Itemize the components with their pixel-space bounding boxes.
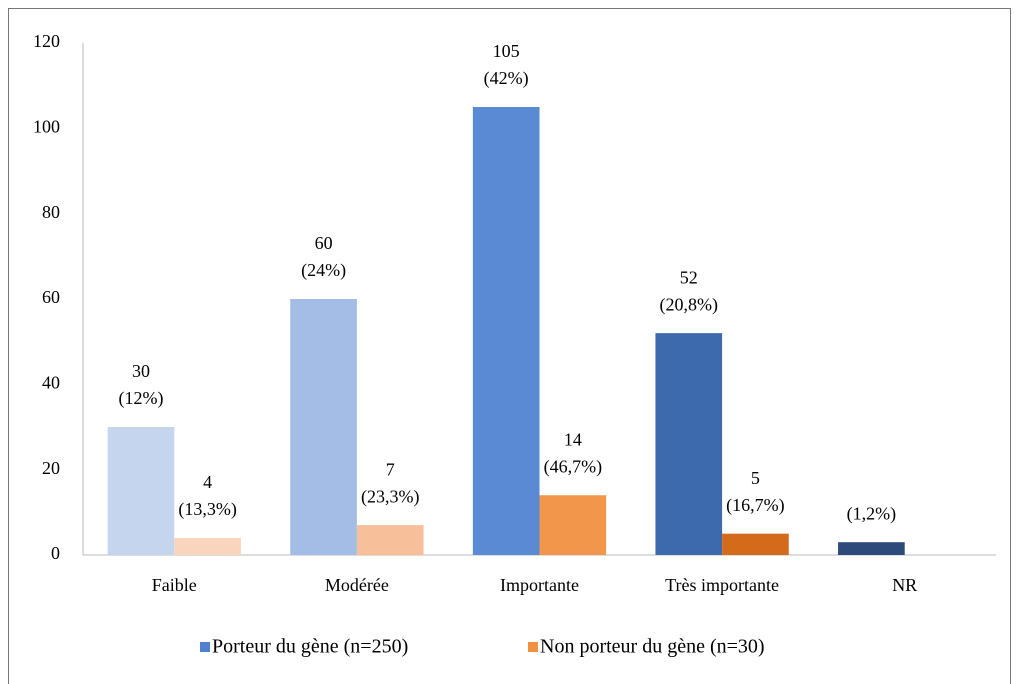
x-tick-label: Très importante: [665, 575, 779, 595]
frame: [8, 8, 1011, 684]
bar: [356, 525, 424, 555]
bar: [539, 495, 607, 555]
y-tick-label: 40: [42, 372, 60, 392]
percent-label: (23,3%): [361, 486, 419, 507]
bar: [838, 542, 905, 555]
bar: [174, 537, 241, 555]
x-tick-label: Importante: [500, 575, 579, 595]
bar: [722, 533, 789, 555]
value-label: 60: [315, 233, 333, 253]
percent-label: (1,2%): [847, 503, 896, 524]
legend-swatch: [528, 642, 538, 652]
x-tick-label: NR: [892, 575, 917, 595]
bar: [290, 299, 357, 555]
value-label: 30: [132, 361, 150, 381]
percent-label: (12%): [118, 388, 163, 409]
value-label: 5: [751, 468, 760, 488]
legend-label: Non porteur du gène (n=30): [540, 636, 765, 658]
value-label: 52: [680, 267, 698, 287]
percent-label: (42%): [484, 68, 529, 89]
percent-label: (24%): [301, 260, 346, 281]
bar: [107, 427, 175, 555]
y-tick-label: 20: [42, 458, 60, 478]
y-tick-label: 100: [33, 116, 60, 136]
x-tick-label: Faible: [152, 575, 197, 595]
bar: [472, 107, 540, 555]
percent-label: (46,7%): [544, 456, 602, 477]
percent-label: (13,3%): [178, 499, 236, 520]
legend-label: Porteur du gène (n=250): [212, 636, 408, 658]
legend-swatch: [200, 642, 210, 652]
value-label: 7: [386, 459, 395, 479]
x-tick-label: Modérée: [325, 575, 389, 595]
value-label: 105: [493, 41, 520, 61]
value-label: 14: [564, 429, 582, 449]
percent-label: (20,8%): [660, 294, 718, 315]
value-label: 4: [203, 472, 212, 492]
percent-label: (16,7%): [726, 495, 784, 516]
bar: [655, 333, 723, 555]
y-tick-label: 0: [51, 543, 60, 563]
y-tick-label: 80: [42, 202, 60, 222]
y-tick-label: 120: [33, 31, 60, 51]
y-tick-label: 60: [42, 287, 60, 307]
